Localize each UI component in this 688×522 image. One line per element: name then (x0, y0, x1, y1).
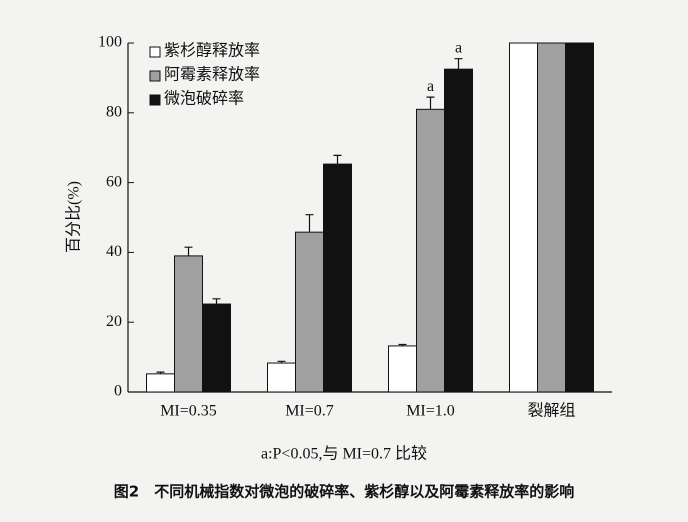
y-tick-label: 0 (114, 383, 122, 400)
legend-label: 紫杉醇释放率 (164, 42, 260, 60)
bar (416, 108, 445, 393)
bar (174, 255, 203, 393)
bar (267, 362, 296, 393)
bar (388, 345, 417, 393)
error-bar (454, 58, 463, 70)
bar (537, 42, 566, 393)
error-bar (305, 214, 314, 233)
y-tick-label: 80 (106, 103, 122, 120)
x-tick-label: 裂解组 (527, 402, 575, 420)
x-tick-label: MI=1.0 (406, 403, 455, 420)
bar (295, 231, 324, 393)
x-tick-label: MI=0.35 (160, 403, 217, 420)
bar (146, 373, 175, 393)
bar (444, 68, 473, 393)
significance-mark: a (455, 39, 462, 56)
caption: 图2 不同机械指数对微泡的破碎率、紫杉醇以及阿霉素释放率的影响 (114, 483, 574, 501)
error-bar (277, 360, 286, 364)
x-tick-label: MI=0.7 (285, 403, 334, 420)
bar (509, 42, 538, 393)
y-tick-label: 40 (106, 243, 122, 260)
y-tick-label: 60 (106, 173, 122, 190)
error-bar (212, 298, 221, 305)
legend-swatch (149, 70, 161, 82)
error-bar (333, 154, 342, 165)
legend-label: 阿霉素释放率 (164, 66, 260, 84)
legend-label: 微泡破碎率 (164, 90, 244, 108)
error-bar (184, 246, 193, 256)
y-tick-label: 100 (98, 34, 122, 51)
y-axis-label: 百分比(%) (65, 181, 83, 253)
legend-swatch (149, 94, 161, 106)
footnote: a:P<0.05,与 MI=0.7 比较 (261, 445, 427, 463)
error-bar (426, 96, 435, 110)
bar (202, 303, 231, 393)
significance-mark: a (427, 78, 434, 95)
bar (323, 163, 352, 393)
error-bar (156, 371, 165, 374)
bar (565, 42, 594, 393)
legend-swatch (149, 46, 161, 58)
error-bar (398, 343, 407, 346)
y-tick-label: 20 (106, 313, 122, 330)
